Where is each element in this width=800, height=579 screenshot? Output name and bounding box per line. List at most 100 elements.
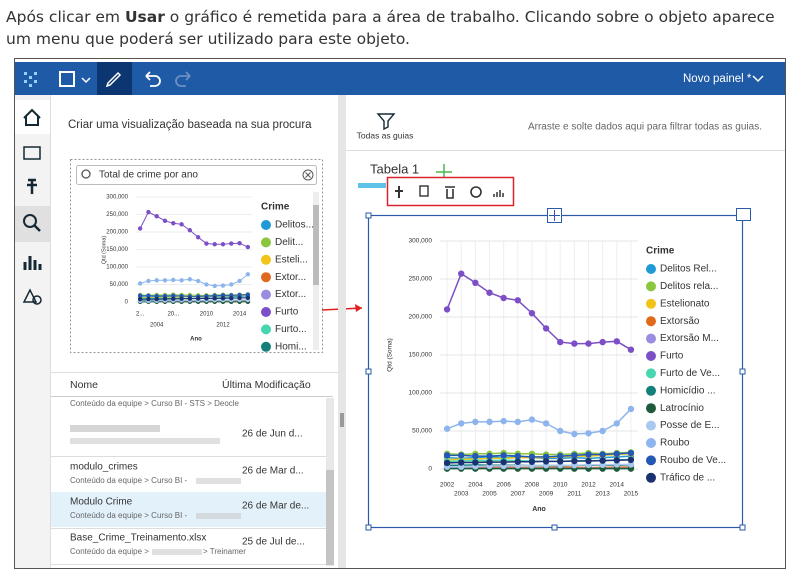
row-path: > Treinamer — [203, 547, 246, 556]
data-point — [528, 453, 536, 461]
app-icon[interactable] — [24, 72, 37, 87]
data-point — [187, 277, 193, 282]
data-point — [162, 218, 168, 223]
search-box[interactable] — [76, 165, 317, 185]
legend-swatch[interactable] — [646, 472, 656, 483]
dashboard-name[interactable]: Novo painel * — [683, 73, 752, 85]
search-text[interactable]: Total de crime por ano — [99, 170, 198, 181]
legend-swatch[interactable] — [646, 368, 656, 379]
chart-type-button[interactable] — [493, 190, 504, 197]
expand-button[interactable] — [736, 208, 751, 221]
legend-label[interactable]: Roubo — [660, 438, 690, 449]
data-point — [237, 241, 242, 246]
data-point — [613, 450, 620, 457]
nav-pin[interactable] — [27, 178, 37, 194]
nav-home[interactable] — [15, 100, 50, 134]
legend-label[interactable]: Homicídio ... — [660, 385, 716, 396]
data-point — [220, 296, 226, 301]
row-name[interactable]: Base_Crime_Treinamento.xlsx — [70, 533, 206, 544]
y-tick-label: 150,000 — [409, 352, 433, 359]
legend-label[interactable]: Furto de Ve... — [660, 368, 720, 379]
row-date: 26 de Mar de... — [242, 501, 309, 512]
undo-button[interactable] — [145, 71, 161, 87]
row-path: Conteúdo da equipe > — [70, 547, 149, 556]
legend-swatch[interactable] — [646, 333, 656, 344]
legend-swatch[interactable] — [646, 455, 656, 466]
data-point — [162, 296, 168, 302]
save-menu[interactable] — [81, 77, 91, 84]
data-point — [146, 296, 151, 302]
list-scroll-thumb[interactable] — [326, 470, 334, 565]
pin-button[interactable] — [395, 186, 403, 198]
row-path: Conteúdo da equipe > Curso BI - — [70, 511, 188, 520]
move-icon — [549, 210, 560, 221]
data-point — [146, 278, 151, 284]
edit-button[interactable] — [97, 62, 132, 95]
x-tick-label: 2009 — [539, 491, 554, 498]
legend-label[interactable]: Delitos Rel... — [660, 264, 717, 275]
y-tick-label: 250,000 — [106, 212, 128, 218]
data-point — [220, 242, 226, 247]
arrow-head — [355, 304, 362, 312]
legend-label[interactable]: Latrocínio — [660, 403, 704, 414]
legend-label[interactable]: Extorsão M... — [660, 333, 719, 344]
legend-swatch[interactable] — [646, 403, 656, 414]
data-point — [571, 452, 578, 459]
legend-label[interactable]: Extorsão — [660, 316, 700, 327]
splitter[interactable] — [338, 95, 346, 568]
text: Após clicar em — [6, 8, 125, 26]
nav-charts[interactable] — [23, 256, 42, 270]
explore-button[interactable] — [470, 186, 482, 198]
legend-swatch[interactable] — [646, 264, 656, 274]
clear-search[interactable] — [302, 169, 314, 181]
row-name[interactable]: modulo_crimes — [70, 462, 138, 473]
x-tick-label: 2005 — [482, 491, 497, 498]
top-bar — [15, 62, 785, 95]
legend-swatch[interactable] — [646, 420, 656, 431]
nav-shapes[interactable] — [22, 288, 38, 303]
legend-swatch[interactable] — [646, 298, 656, 309]
legend-swatch[interactable] — [646, 281, 656, 292]
data-point — [212, 242, 217, 247]
legend-label: Delitos... — [275, 220, 314, 231]
data-point — [486, 418, 493, 426]
nav-data[interactable] — [23, 146, 41, 160]
data-point — [204, 282, 209, 287]
x-tick-label: 2012 — [581, 482, 596, 489]
x-tick-label: 2... — [136, 312, 145, 318]
legend-swatch[interactable] — [646, 438, 656, 448]
legend-label[interactable]: Estelionato — [660, 298, 710, 309]
data-point — [528, 416, 536, 423]
preview-card[interactable] — [70, 159, 323, 353]
instruction: Após clicar em Usar o gráfico é remetida… — [6, 6, 786, 50]
delete-button[interactable] — [445, 186, 455, 199]
blurred-path — [196, 478, 241, 484]
legend-label[interactable]: Furto — [660, 351, 684, 362]
legend-swatch[interactable] — [646, 316, 656, 327]
legend-swatch[interactable] — [646, 351, 656, 361]
legend-label[interactable]: Delitos rela... — [660, 281, 718, 292]
column-header[interactable]: Nome — [70, 379, 98, 391]
redo-button[interactable] — [175, 71, 191, 87]
dashboard-menu[interactable] — [752, 75, 764, 83]
x-axis-title: Ano — [190, 337, 202, 343]
legend-label[interactable]: Posse de E... — [660, 420, 719, 431]
scroll-thumb[interactable] — [313, 205, 319, 285]
filter-icon[interactable] — [376, 113, 396, 131]
legend-label[interactable]: Tráfico de ... — [660, 472, 715, 483]
data-point — [146, 293, 151, 298]
tab-title[interactable]: Tabela 1 — [370, 161, 419, 176]
row-name[interactable]: Modulo Crime — [70, 497, 133, 508]
y-tick-label: 0 — [125, 300, 129, 306]
legend-swatch[interactable] — [646, 385, 656, 396]
data-point — [500, 458, 507, 466]
legend-label[interactable]: Roubo de Ve... — [660, 455, 726, 466]
copy-button[interactable] — [419, 185, 429, 197]
nav-search[interactable] — [23, 214, 37, 228]
column-header[interactable]: Última Modificação — [222, 378, 311, 391]
save-button[interactable] — [59, 71, 75, 87]
filter-button[interactable]: Todas as guias — [357, 130, 414, 140]
data-point — [514, 452, 521, 460]
data-point — [500, 417, 507, 425]
